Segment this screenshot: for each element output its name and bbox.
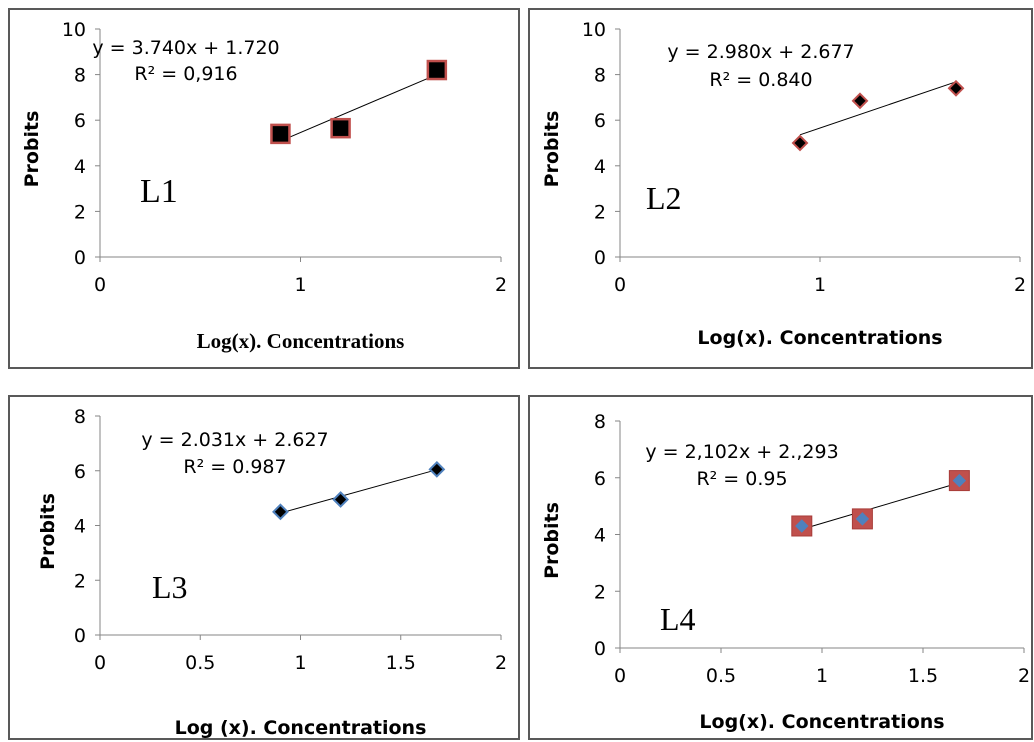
y-tick-label: 6 <box>594 110 606 132</box>
y-axis-title: Probits <box>21 111 43 188</box>
trendline-equation: y = 2.980x + 2.677 <box>667 41 854 63</box>
y-tick-label: 10 <box>62 19 86 41</box>
y-tick-label: 6 <box>74 461 86 483</box>
trendline <box>280 469 437 514</box>
data-point <box>851 92 869 110</box>
chart-l4-svg: 0 2 4 6 8 0 0.5 1 1.5 2 Probits Log(x). Concentrati… <box>541 411 1030 733</box>
chart-l3-svg: 0 2 4 6 8 0 0.5 1 1.5 2 Probits Log (x). Concentrat… <box>37 406 507 739</box>
y-tick-label: 2 <box>74 201 86 223</box>
y-tick-label: 4 <box>74 156 86 178</box>
panel-label: L3 <box>152 569 188 605</box>
data-point <box>851 508 873 530</box>
chart-l2-svg: 0 2 4 6 8 10 0 1 2 Probits Log(x). Concentrations y… <box>541 19 1026 349</box>
data-point <box>330 117 351 139</box>
chart-panel-l1: 0 2 4 6 8 10 0 1 2 Probits Log(x). Concentrations y… <box>8 8 520 369</box>
x-tick-label: 2 <box>495 652 507 674</box>
r-squared-label: R² = 0,916 <box>134 63 237 85</box>
panel-label: L4 <box>660 601 696 637</box>
y-tick-label: 0 <box>74 625 86 647</box>
y-tick-label: 8 <box>74 65 86 87</box>
trendline <box>801 482 960 530</box>
trendline <box>280 74 438 142</box>
y-tick-label: 2 <box>594 201 606 223</box>
x-tick-label: 1 <box>294 652 306 674</box>
panel-label: L2 <box>646 180 682 216</box>
x-tick-label: 1 <box>816 665 828 687</box>
x-tick-label: 0.5 <box>706 665 736 687</box>
data-point <box>791 515 813 537</box>
chart-panel-l3: 0 2 4 6 8 0 0.5 1 1.5 2 Probits Log (x). Concentrat… <box>8 395 520 740</box>
y-tick-label: 8 <box>74 406 86 428</box>
chart-panel-l4: 0 2 4 6 8 0 0.5 1 1.5 2 Probits Log(x). Concentrati… <box>528 395 1033 740</box>
x-axis-title: Log(x). Concentrations <box>699 711 944 733</box>
panel-label: L1 <box>140 173 178 210</box>
data-point <box>426 59 448 81</box>
x-tick-label: 2 <box>495 274 507 296</box>
trendline-equation: y = 3.740x + 1.720 <box>92 37 279 59</box>
data-point <box>947 79 965 97</box>
chart-panel-l2: 0 2 4 6 8 10 0 1 2 Probits Log(x). Concentrations y… <box>528 8 1033 369</box>
x-tick-label: 1.5 <box>908 665 938 687</box>
data-point <box>948 470 970 492</box>
data-point <box>428 460 446 478</box>
y-tick-label: 6 <box>74 110 86 132</box>
trendline-equation: y = 2,102x + 2.,293 <box>645 441 838 463</box>
x-tick-label: 1 <box>814 274 826 296</box>
r-squared-label: R² = 0.987 <box>183 456 286 478</box>
x-axis-title: Log (x). Concentrations <box>175 717 427 739</box>
x-axis-title: Log(x). Concentrations <box>697 327 942 349</box>
x-axis-title: Log(x). Concentrations <box>197 329 405 353</box>
chart-l1-svg: 0 2 4 6 8 10 0 1 2 Probits Log(x). Concentrations y… <box>21 19 507 353</box>
y-axis-title: Probits <box>541 502 563 579</box>
trendline <box>799 81 957 136</box>
y-tick-label: 10 <box>582 19 606 41</box>
y-tick-label: 4 <box>594 525 606 547</box>
x-tick-label: 2 <box>1014 274 1026 296</box>
y-axis-title: Probits <box>37 493 59 570</box>
data-point <box>332 491 350 508</box>
trendline-equation: y = 2.031x + 2.627 <box>141 429 328 451</box>
x-tick-label: 1 <box>294 274 306 296</box>
y-tick-label: 6 <box>594 468 606 490</box>
data-point <box>791 134 809 152</box>
x-tick-label: 0 <box>614 274 626 296</box>
y-tick-label: 0 <box>594 638 606 660</box>
x-tick-label: 2 <box>1018 665 1030 687</box>
x-tick-label: 0 <box>94 652 106 674</box>
y-tick-label: 8 <box>594 411 606 433</box>
r-squared-label: R² = 0.840 <box>709 69 812 91</box>
y-tick-label: 0 <box>74 247 86 269</box>
y-tick-label: 4 <box>594 156 606 178</box>
x-tick-label: 0 <box>94 274 106 296</box>
y-tick-label: 2 <box>74 570 86 592</box>
x-tick-label: 1.5 <box>386 652 416 674</box>
y-tick-label: 8 <box>594 65 606 87</box>
y-tick-label: 0 <box>594 247 606 269</box>
data-point <box>270 123 291 145</box>
x-tick-label: 0 <box>614 665 626 687</box>
y-tick-label: 2 <box>594 581 606 603</box>
y-axis-title: Probits <box>541 111 563 188</box>
y-tick-label: 4 <box>74 516 86 538</box>
x-tick-label: 0.5 <box>185 652 215 674</box>
r-squared-label: R² = 0.95 <box>696 468 787 490</box>
data-point <box>272 503 289 521</box>
